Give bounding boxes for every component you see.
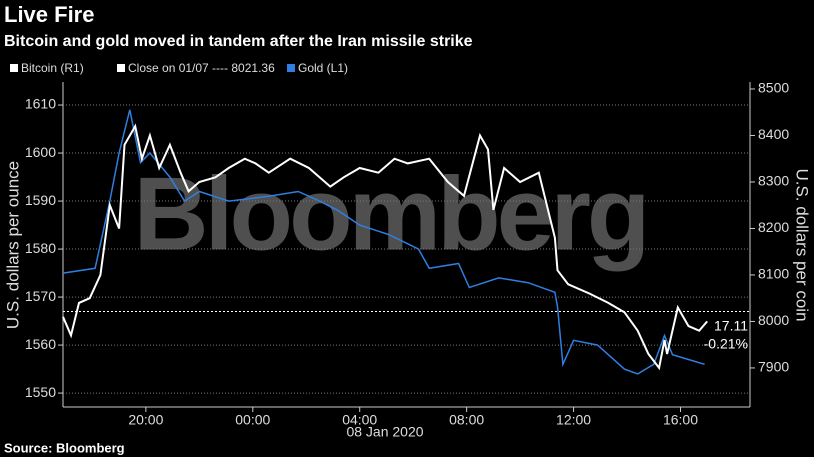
series-line	[62, 109, 705, 375]
y2-tick-label: 7900	[758, 359, 789, 375]
y2-tick-label: 8200	[758, 219, 789, 235]
y-tick-label: 1560	[25, 336, 56, 352]
legend-swatch	[117, 64, 125, 72]
legend-swatch	[287, 64, 295, 72]
y-tick-label: 1580	[25, 240, 56, 256]
y-tick-label: 1590	[25, 192, 56, 208]
x-tick-label: 04:00	[342, 412, 377, 428]
source: Source: Bloomberg	[4, 440, 125, 455]
x-tick-label: 08:00	[449, 412, 484, 428]
y-tick-label: 1610	[25, 96, 56, 112]
y-tick-label: 1570	[25, 288, 56, 304]
y2-axis-label: U.S. dollars per coin	[793, 168, 812, 321]
y-tick-label: 1600	[25, 144, 56, 160]
x-tick-label: 20:00	[128, 412, 163, 428]
y2-tick-label: 8100	[758, 266, 789, 282]
legend-label: Gold (L1)	[298, 61, 348, 75]
y2-tick-label: 8500	[758, 80, 789, 96]
y2-tick-label: 8400	[758, 126, 789, 142]
chart-subtitle: Bitcoin and gold moved in tandem after t…	[4, 33, 473, 50]
chart-title: Live Fire	[4, 2, 94, 27]
y-axis-label: U.S. dollars per ounce	[3, 161, 22, 329]
series-line	[62, 123, 708, 371]
watermark: Bloomberg	[134, 156, 647, 272]
x-tick-label: 00:00	[235, 412, 270, 428]
y2-tick-label: 8000	[758, 312, 789, 328]
annotation: 17.11	[714, 318, 748, 334]
y2-tick-label: 8300	[758, 173, 789, 189]
legend-label: Bitcoin (R1)	[21, 61, 84, 75]
annotation: -0.21%	[704, 336, 748, 352]
legend-label: Close on 01/07 ---- 8021.36	[128, 61, 275, 75]
x-tick-label: 16:00	[663, 412, 698, 428]
x-axis-label: 08 Jan 2020	[346, 424, 423, 440]
x-tick-label: 12:00	[556, 412, 591, 428]
legend-swatch	[10, 64, 18, 72]
y-tick-label: 1550	[25, 384, 56, 400]
